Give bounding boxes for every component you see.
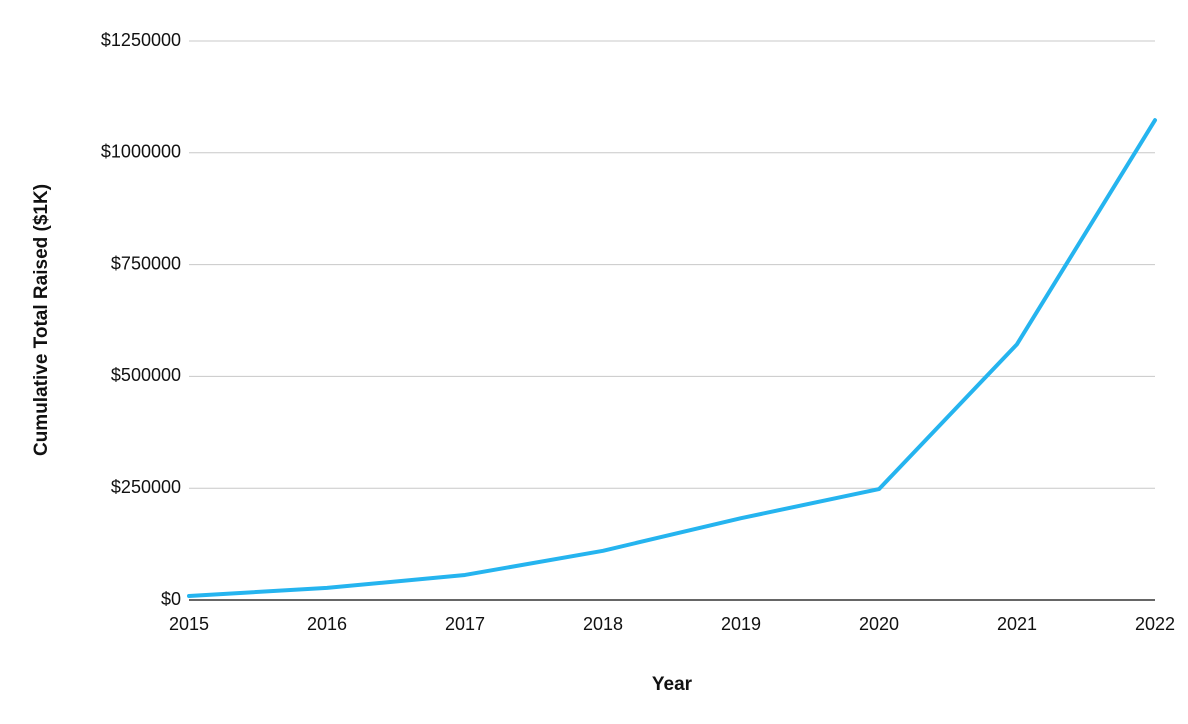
- x-tick-label: 2016: [307, 614, 347, 634]
- x-tick-label: 2015: [169, 614, 209, 634]
- x-tick-label: 2017: [445, 614, 485, 634]
- y-tick-label: $500000: [111, 365, 181, 385]
- x-tick-label: 2018: [583, 614, 623, 634]
- y-axis-title: Cumulative Total Raised ($1K): [31, 184, 52, 456]
- x-tick-label: 2019: [721, 614, 761, 634]
- y-tick-label: $750000: [111, 253, 181, 273]
- x-tick-label: 2021: [997, 614, 1037, 634]
- x-tick-label: 2020: [859, 614, 899, 634]
- y-tick-label: $250000: [111, 477, 181, 497]
- y-tick-label: $1250000: [101, 30, 181, 50]
- x-axis-title: Year: [652, 674, 693, 695]
- y-tick-label: $1000000: [101, 142, 181, 162]
- data-line: [187, 118, 1157, 598]
- y-tick-label: $0: [161, 589, 181, 609]
- x-tick-label: 2022: [1135, 614, 1175, 634]
